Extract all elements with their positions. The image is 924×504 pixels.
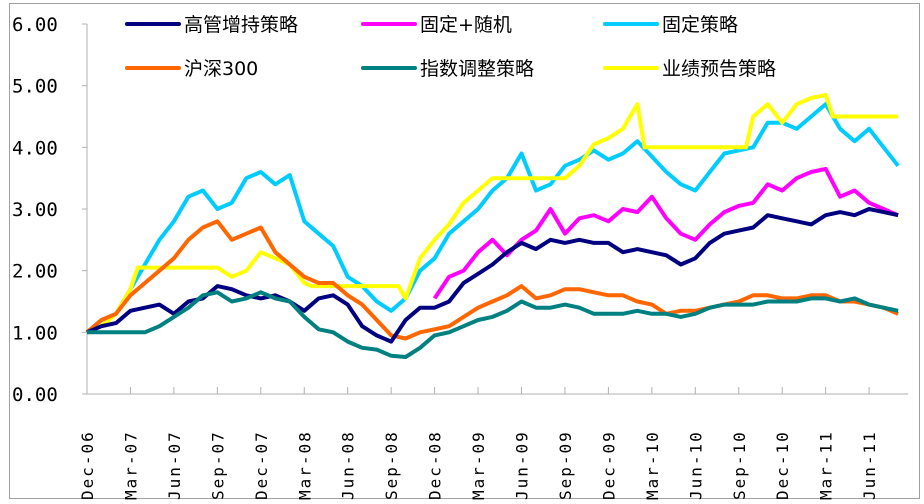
x-tick-label: Mar-07 bbox=[121, 430, 140, 500]
y-tick-label: 0.00 bbox=[12, 384, 58, 406]
series-line-4 bbox=[87, 290, 899, 359]
x-tick-label: Sep-08 bbox=[382, 430, 401, 500]
series-line-0 bbox=[86, 207, 899, 344]
x-tick-label: Jun-11 bbox=[860, 430, 879, 500]
series-line-2 bbox=[85, 102, 900, 334]
y-tick-label: 5.00 bbox=[12, 76, 58, 98]
y-tick-label: 1.00 bbox=[12, 322, 58, 344]
series-line-5 bbox=[86, 92, 899, 335]
x-tick-label: Dec-08 bbox=[426, 430, 445, 500]
legend-label: 高管增持策略 bbox=[184, 14, 298, 36]
x-tick-label: Jun-07 bbox=[165, 430, 184, 500]
legend-label: 指数调整策略 bbox=[420, 58, 534, 80]
x-tick-label: Mar-10 bbox=[643, 430, 662, 500]
x-tick-label: Mar-11 bbox=[817, 430, 836, 500]
x-tick-label: Mar-08 bbox=[295, 430, 314, 500]
legend-label: 业绩预告策略 bbox=[662, 58, 776, 80]
x-tick-label: Dec-07 bbox=[252, 430, 271, 500]
series-line-3 bbox=[85, 219, 899, 341]
y-tick-label: 2.00 bbox=[12, 261, 58, 283]
y-tick-label: 3.00 bbox=[12, 199, 58, 221]
x-tick-label: Jun-09 bbox=[513, 430, 532, 500]
y-tick-label: 6.00 bbox=[12, 14, 58, 36]
legend-label: 固定+随机 bbox=[420, 14, 512, 36]
x-tick-label: Sep-10 bbox=[730, 430, 749, 500]
x-tick-label: Jun-10 bbox=[686, 430, 705, 500]
legend-label: 沪深300 bbox=[184, 58, 258, 80]
x-tick-label: Mar-09 bbox=[469, 430, 488, 500]
x-tick-label: Dec-06 bbox=[78, 430, 97, 500]
x-tick-label: Dec-09 bbox=[599, 430, 618, 500]
x-tick-label: Dec-10 bbox=[773, 430, 792, 500]
y-tick-label: 4.00 bbox=[12, 137, 58, 159]
x-tick-label: Sep-09 bbox=[556, 430, 575, 500]
axes: 0.00 1.00 2.00 3.00 4.00 5.00 6.00 Dec-06 Mar-07… bbox=[12, 14, 908, 500]
legend-label: 固定策略 bbox=[662, 14, 738, 36]
x-tick-label: Sep-07 bbox=[208, 430, 227, 500]
series-line-1 bbox=[432, 166, 899, 300]
series-group bbox=[85, 92, 900, 359]
x-tick-label: Jun-08 bbox=[339, 430, 358, 500]
chart-frame bbox=[9, 3, 920, 499]
